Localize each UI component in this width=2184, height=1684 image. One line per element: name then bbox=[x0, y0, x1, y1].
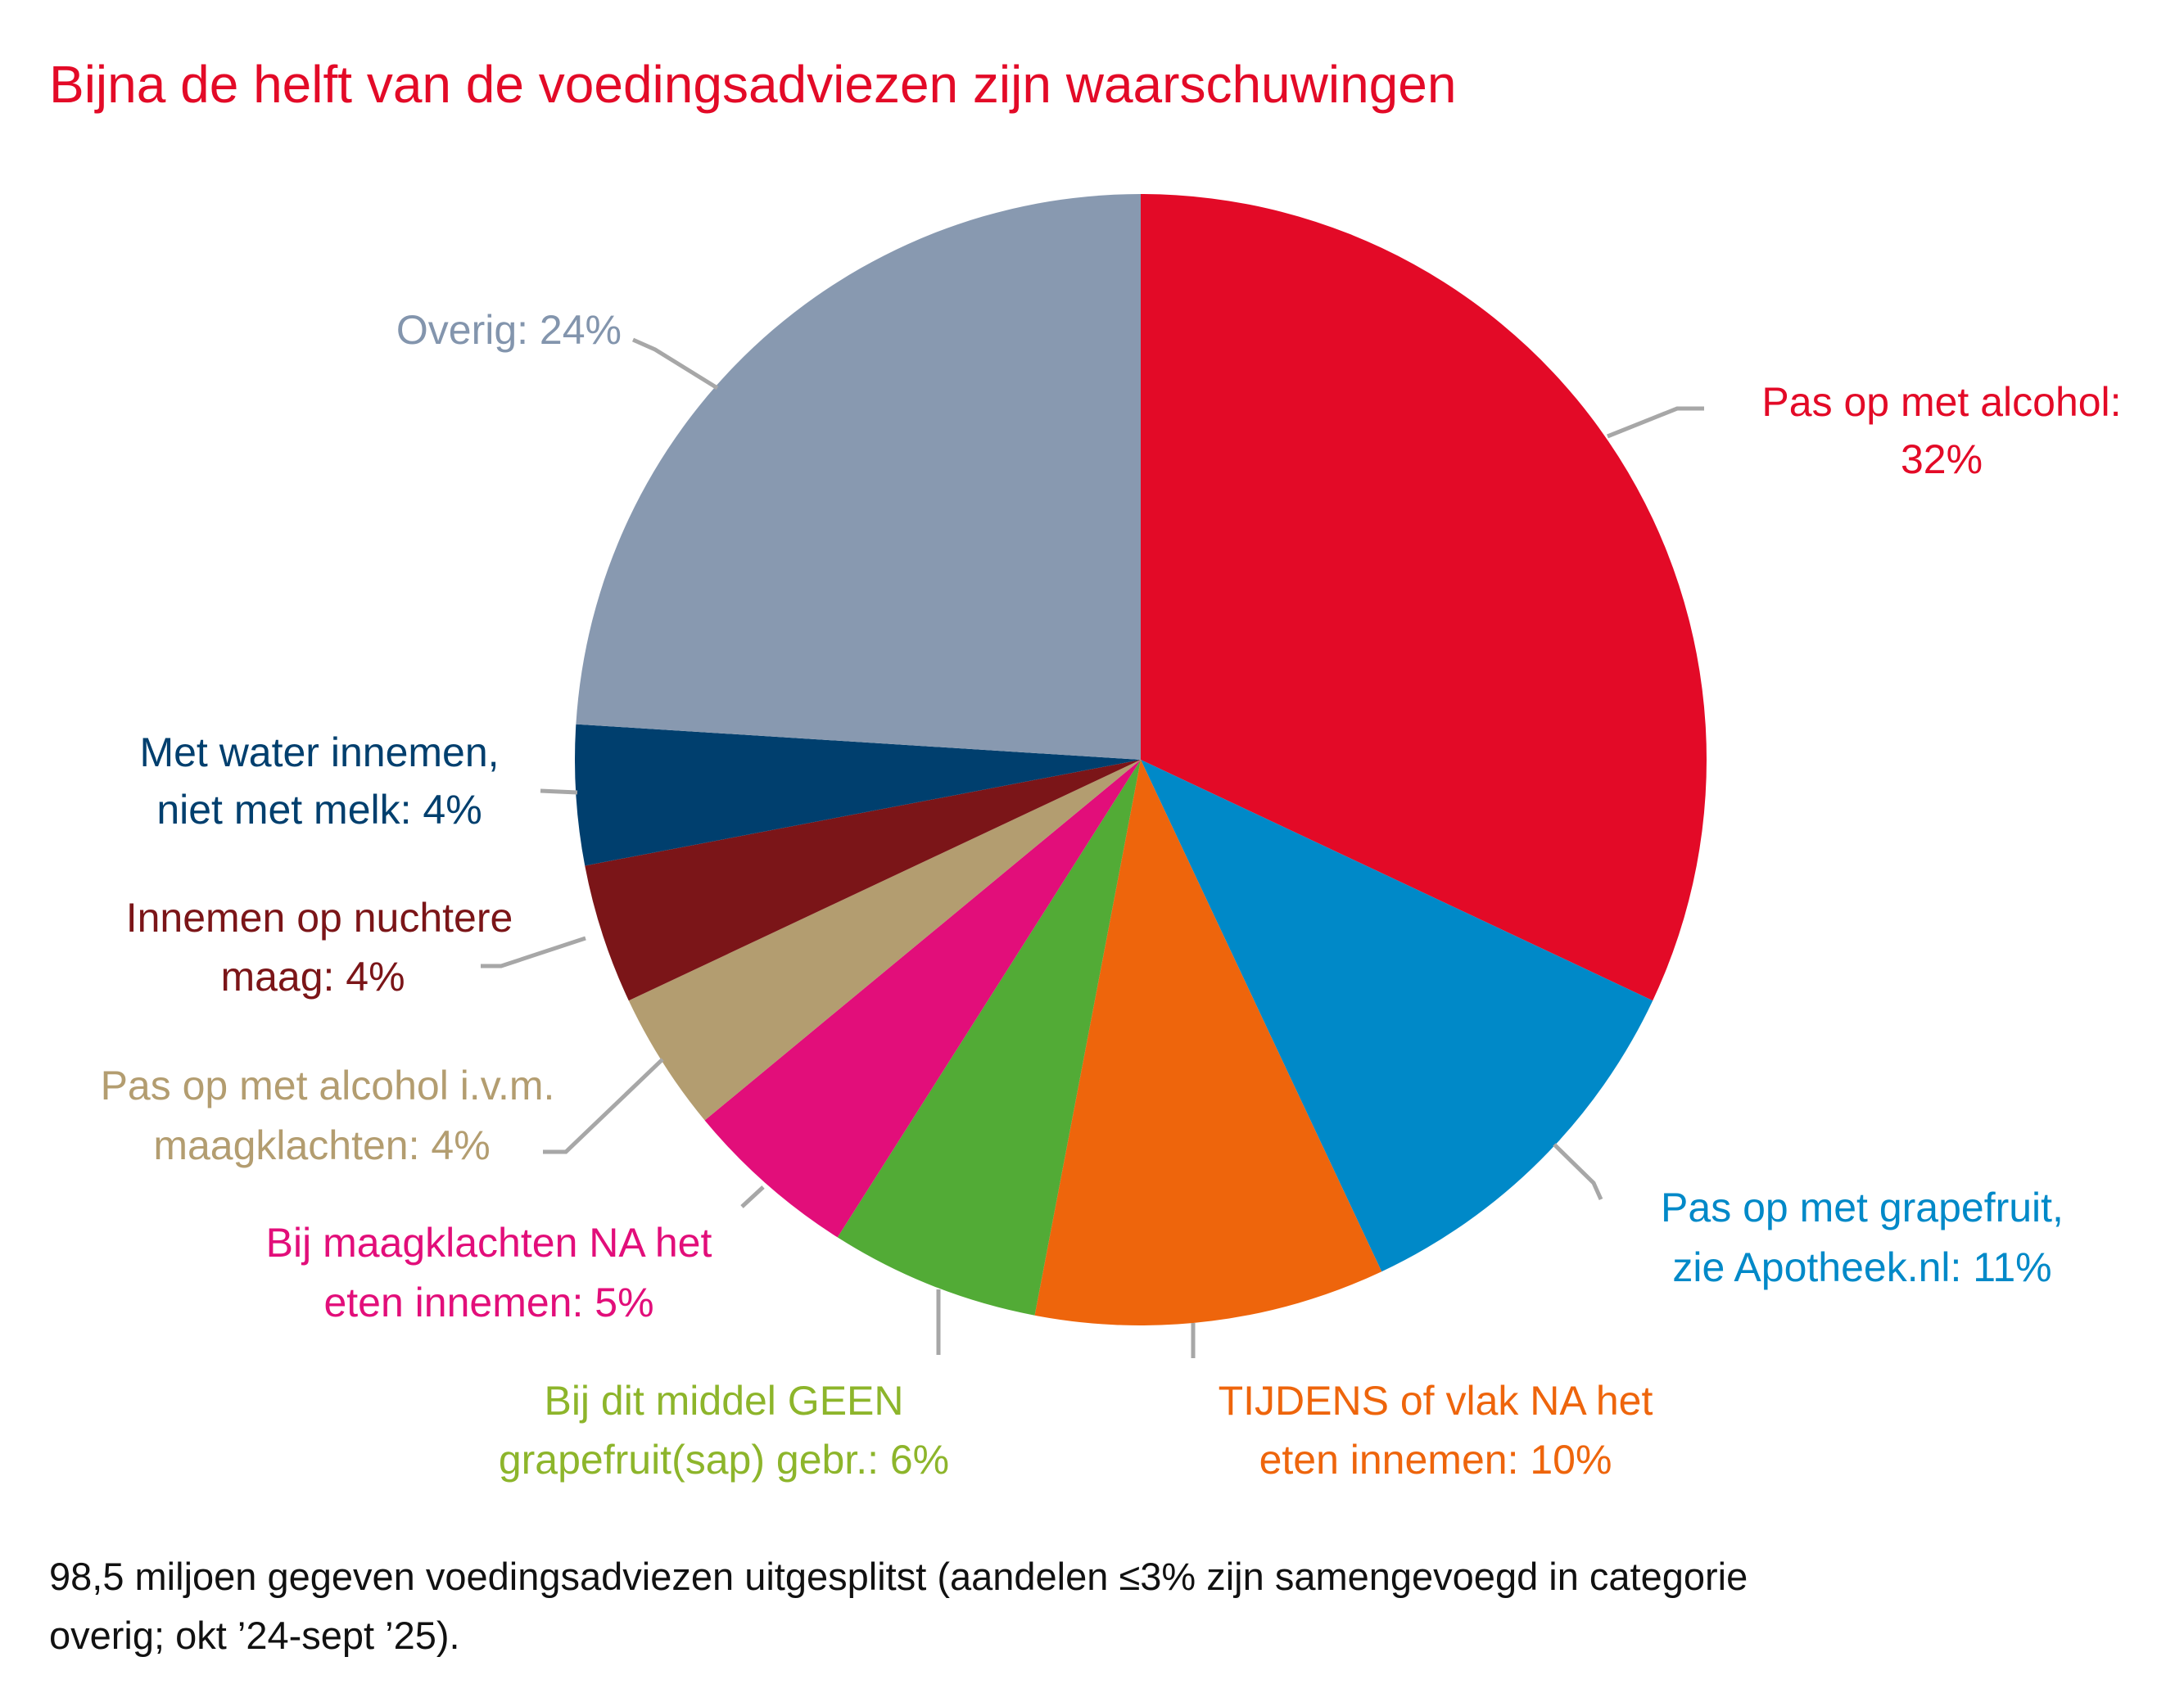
label-grapefruit: Pas op met grapefruit, zie Apotheek.nl: … bbox=[1661, 1185, 2064, 1290]
label-line: grapefruit(sap) gebr.: 6% bbox=[499, 1437, 949, 1483]
label-alcohol: Pas op met alcohol: 32% bbox=[1761, 379, 2121, 482]
label-line: zie Apotheek.nl: 11% bbox=[1672, 1244, 2051, 1290]
pie-slice-pas-op-met-grapefruit-zie-apotheek-nl bbox=[1141, 760, 1653, 1272]
pie-slice-innemen-op-nuchtere-maag bbox=[585, 760, 1141, 1001]
label-water: Met water innemen, niet met melk: 4% bbox=[139, 729, 499, 833]
label-line: Pas op met grapefruit, bbox=[1661, 1185, 2064, 1230]
footnote-line-2: overig; okt ’24-sept ’25). bbox=[49, 1614, 460, 1657]
label-line: Pas op met alcohol i.v.m. bbox=[101, 1063, 555, 1108]
pie-slice-overig bbox=[576, 194, 1141, 760]
leader-line-overig bbox=[631, 337, 719, 391]
leader-line-water bbox=[540, 788, 578, 795]
leader-line-grapefruit bbox=[1553, 1143, 1603, 1201]
pie-slice-tijdens-of-vlak-na-het-eten-innemen bbox=[1034, 760, 1382, 1325]
leader-line-maagklachten-na bbox=[740, 1185, 765, 1208]
label-tijdens: TIJDENS of vlak NA het eten innemen: 10% bbox=[1219, 1378, 1653, 1483]
label-line: TIJDENS of vlak NA het bbox=[1219, 1378, 1653, 1424]
label-geen-grapefruit: Bij dit middel GEEN grapefruit(sap) gebr… bbox=[499, 1378, 949, 1483]
pie-slice-pas-op-met-alcohol-i-v-m-maagklachten bbox=[628, 760, 1141, 1121]
label-line: eten innemen: 5% bbox=[323, 1280, 653, 1325]
pie-slices bbox=[575, 194, 1707, 1325]
label-line: Bij dit middel GEEN bbox=[544, 1378, 903, 1424]
pie-slice-bij-dit-middel-geen-grapefruit-sap-gebr bbox=[837, 760, 1141, 1316]
label-nuchtere: Innemen op nuchtere maag: 4% bbox=[126, 895, 513, 1000]
footnote-line-1: 98,5 miljoen gegeven voedingsadviezen ui… bbox=[49, 1555, 1748, 1598]
label-line: maag: 4% bbox=[220, 954, 405, 1000]
label-alcohol-ivm: Pas op met alcohol i.v.m. maagklachten: … bbox=[101, 1063, 555, 1168]
label-line: Met water innemen, bbox=[139, 729, 499, 775]
leader-line-alcohol bbox=[1607, 406, 1704, 439]
pie-slice-pas-op-met-alcohol bbox=[1141, 194, 1707, 1001]
chart-title: Bijna de helft van de voedingsadviezen z… bbox=[49, 55, 1456, 114]
label-line: maagklachten: 4% bbox=[153, 1122, 490, 1168]
label-line: eten innemen: 10% bbox=[1259, 1437, 1612, 1483]
pie-slice-bij-maagklachten-na-het-eten-innemen bbox=[704, 760, 1141, 1238]
label-line: Bij maagklachten NA het bbox=[266, 1220, 712, 1266]
leader-line-alcohol-ivm bbox=[543, 1058, 664, 1154]
label-line: 32% bbox=[1901, 436, 1983, 482]
label-line: Pas op met alcohol: bbox=[1761, 379, 2121, 425]
label-line: Innemen op nuchtere bbox=[126, 895, 513, 941]
slice-labels: Pas op met alcohol: 32% Pas op met grape… bbox=[101, 307, 2122, 1483]
label-maagklachten-na: Bij maagklachten NA het eten innemen: 5% bbox=[266, 1220, 712, 1325]
label-line: niet met melk: 4% bbox=[156, 787, 482, 833]
leader-lines bbox=[481, 337, 1704, 1358]
leader-line-nuchtere bbox=[481, 936, 586, 968]
label-overig: Overig: 24% bbox=[396, 307, 622, 353]
pie-slice-met-water-innemen-niet-met-melk bbox=[575, 724, 1141, 866]
label-line: Overig: 24% bbox=[396, 307, 622, 353]
